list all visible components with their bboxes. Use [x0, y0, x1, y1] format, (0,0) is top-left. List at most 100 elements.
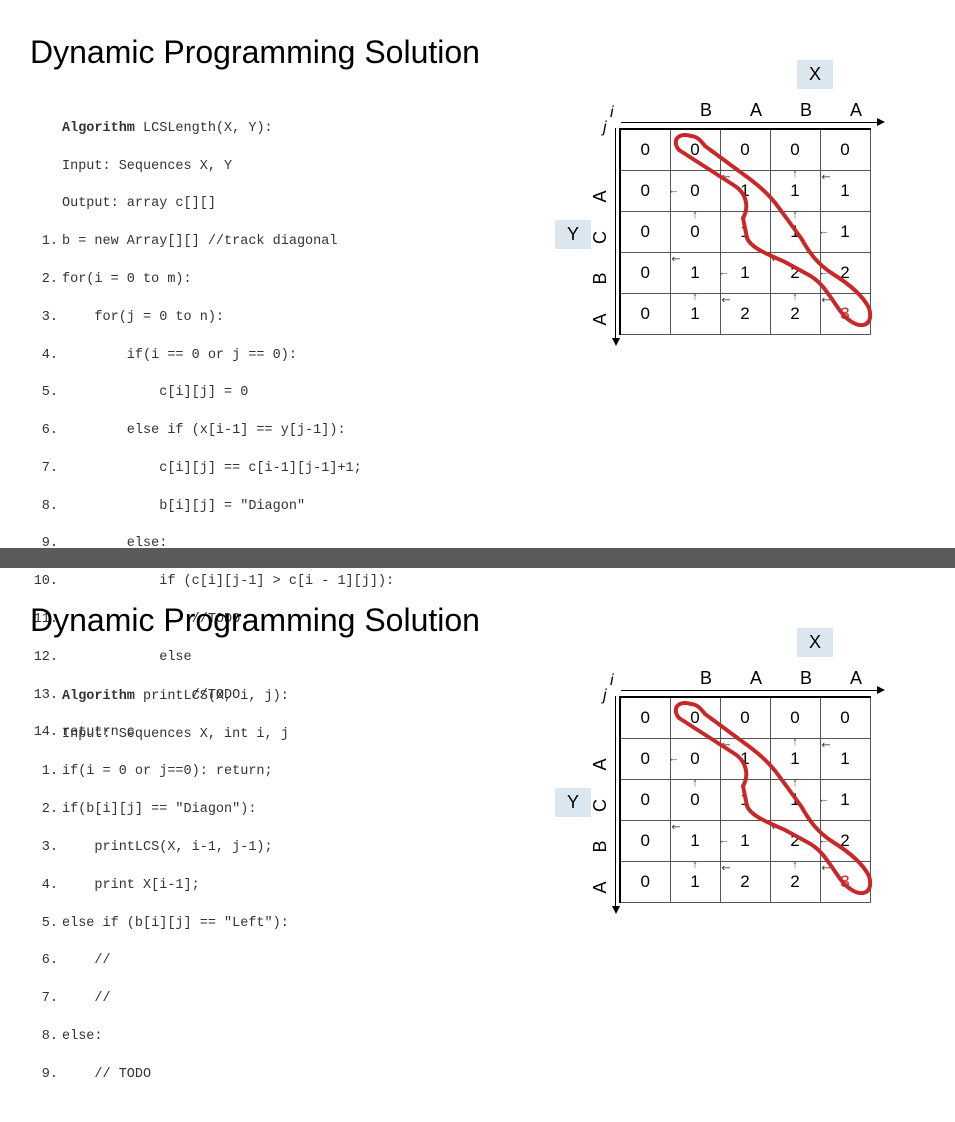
dp-cell: 0 — [620, 170, 670, 211]
dp-cell: 2↖ — [770, 820, 820, 861]
dp-cell: 0 — [620, 779, 670, 820]
dp-cell: 3↖ — [820, 293, 870, 334]
dp-cell: 1↑ — [670, 861, 720, 902]
dp-cell: 0 — [620, 697, 670, 738]
dp-cell: 0 — [620, 252, 670, 293]
row-header: B — [580, 272, 621, 285]
dp-cell: 0 — [720, 697, 770, 738]
dp-cell: 2← — [820, 820, 870, 861]
dp-cell: 1↖ — [720, 170, 770, 211]
dp-cell: 1↖ — [820, 170, 870, 211]
algo-kw-2: Algorithm — [62, 688, 135, 707]
diag-arrow-icon: ↖ — [719, 293, 733, 307]
diag-arrow-icon: ↖ — [669, 252, 683, 266]
column-header: A — [831, 100, 881, 121]
slide-2-code: Algorithm printLCS(X, i, j): Input: Sequ… — [30, 669, 289, 1122]
row-header: B — [580, 840, 621, 853]
code2-line-3: printLCS(X, i-1, j-1); — [62, 839, 273, 858]
code2-line-2: if(b[i][j] == "Diagon"): — [62, 801, 256, 820]
up-arrow-icon: ↑ — [792, 860, 798, 871]
code2-line-8: else: — [62, 1028, 103, 1047]
dp-cell: 3↖ — [820, 861, 870, 902]
dp-cell: 1↑ — [720, 211, 770, 252]
x-axis-label: X — [797, 628, 833, 657]
row-header: A — [580, 190, 621, 203]
dp-cell: 2↑ — [770, 293, 820, 334]
up-arrow-icon: ↑ — [792, 778, 798, 789]
dp-cell: 0← — [670, 170, 720, 211]
dp-cell: 2↑ — [770, 861, 820, 902]
diag-arrow-icon: ↖ — [669, 820, 683, 834]
up-arrow-icon: ↑ — [692, 210, 698, 221]
code2-line-9: // TODO — [62, 1066, 151, 1085]
dp-cell: 1↑ — [770, 738, 820, 779]
code-line-1: b = new Array[][] //track diagonal — [62, 233, 337, 252]
dp-cell: 1↖ — [670, 820, 720, 861]
dp-cell: 0 — [820, 697, 870, 738]
row-header: C — [580, 799, 621, 812]
code-line-6: else if (x[i-1] == y[j-1]): — [62, 422, 346, 441]
dp-cell: 0← — [670, 738, 720, 779]
code-line-2: for(i = 0 to m): — [62, 271, 192, 290]
dp-cell: 0 — [670, 697, 720, 738]
row-header: A — [580, 313, 621, 326]
diag-arrow-icon: ↖ — [719, 170, 733, 184]
dp-cell: 0↑ — [670, 779, 720, 820]
dp-cell: 0 — [670, 129, 720, 170]
code-header-0: Input: Sequences X, Y — [62, 158, 232, 177]
column-header: A — [831, 668, 881, 689]
axis-right-arrow-icon — [621, 690, 879, 692]
left-arrow-icon: ← — [819, 226, 830, 237]
axis-j-label: j — [603, 119, 607, 137]
axis-i-label: i — [610, 104, 614, 122]
dp-cell: 2↖ — [770, 252, 820, 293]
dp-cell: 1↑ — [670, 293, 720, 334]
x-axis-label: X — [797, 60, 833, 89]
dp-cell: 0 — [720, 129, 770, 170]
column-headers: BABA — [681, 100, 881, 121]
code2-line-1: if(i = 0 or j==0): return; — [62, 763, 273, 782]
dp-cell: 1↖ — [820, 738, 870, 779]
column-headers: BABA — [681, 668, 881, 689]
dp-table: 0000000←1↖1↑1↖00↑1↑1↑1←01↖1←2↖2←01↑2↖2↑3… — [619, 696, 871, 903]
left-arrow-icon: ← — [719, 835, 730, 846]
dp-cell: 1← — [720, 252, 770, 293]
dp-cell: 2↖ — [720, 861, 770, 902]
column-header: B — [681, 100, 731, 121]
code-line-8: b[i][j] = "Diagon" — [62, 498, 305, 517]
diag-arrow-icon: ↖ — [719, 738, 733, 752]
algo-func-name-2: printLCS(X, i, j): — [135, 688, 289, 707]
diag-arrow-icon: ↖ — [819, 293, 833, 307]
slide-1-title: Dynamic Programming Solution — [30, 34, 925, 71]
left-arrow-icon: ← — [669, 185, 680, 196]
left-arrow-icon: ← — [819, 267, 830, 278]
algo-kw: Algorithm — [62, 120, 135, 139]
dp-cell: 2↖ — [720, 293, 770, 334]
diag-arrow-icon: ↖ — [719, 861, 733, 875]
dp-cell: 1↖ — [720, 738, 770, 779]
dp-cell: 1↑ — [720, 779, 770, 820]
up-arrow-icon: ↑ — [742, 778, 748, 789]
code-line-4: if(i == 0 or j == 0): — [62, 347, 297, 366]
row-header: A — [580, 758, 621, 771]
row-headers: ACBA — [594, 744, 607, 908]
code2-line-5: else if (b[i][j] == "Left"): — [62, 915, 289, 934]
up-arrow-icon: ↑ — [742, 210, 748, 221]
column-header: A — [731, 668, 781, 689]
axis-j-label: j — [603, 687, 607, 705]
code2-header-0: Input: Sequences X, int i, j — [62, 726, 289, 745]
up-arrow-icon: ↑ — [792, 169, 798, 180]
dp-cell: 0 — [770, 129, 820, 170]
column-header: B — [681, 668, 731, 689]
axis-right-arrow-icon — [621, 122, 879, 124]
row-header: C — [580, 231, 621, 244]
algo-func-name: LCSLength(X, Y): — [135, 120, 273, 139]
slide-1: Dynamic Programming Solution Algorithm L… — [0, 0, 955, 548]
column-header: A — [731, 100, 781, 121]
dp-cell: 0 — [620, 820, 670, 861]
code-line-3: for(j = 0 to n): — [62, 309, 224, 328]
up-arrow-icon: ↑ — [792, 210, 798, 221]
dp-cell: 0 — [620, 861, 670, 902]
dp-cell: 0 — [620, 129, 670, 170]
dp-cell: 0 — [620, 738, 670, 779]
